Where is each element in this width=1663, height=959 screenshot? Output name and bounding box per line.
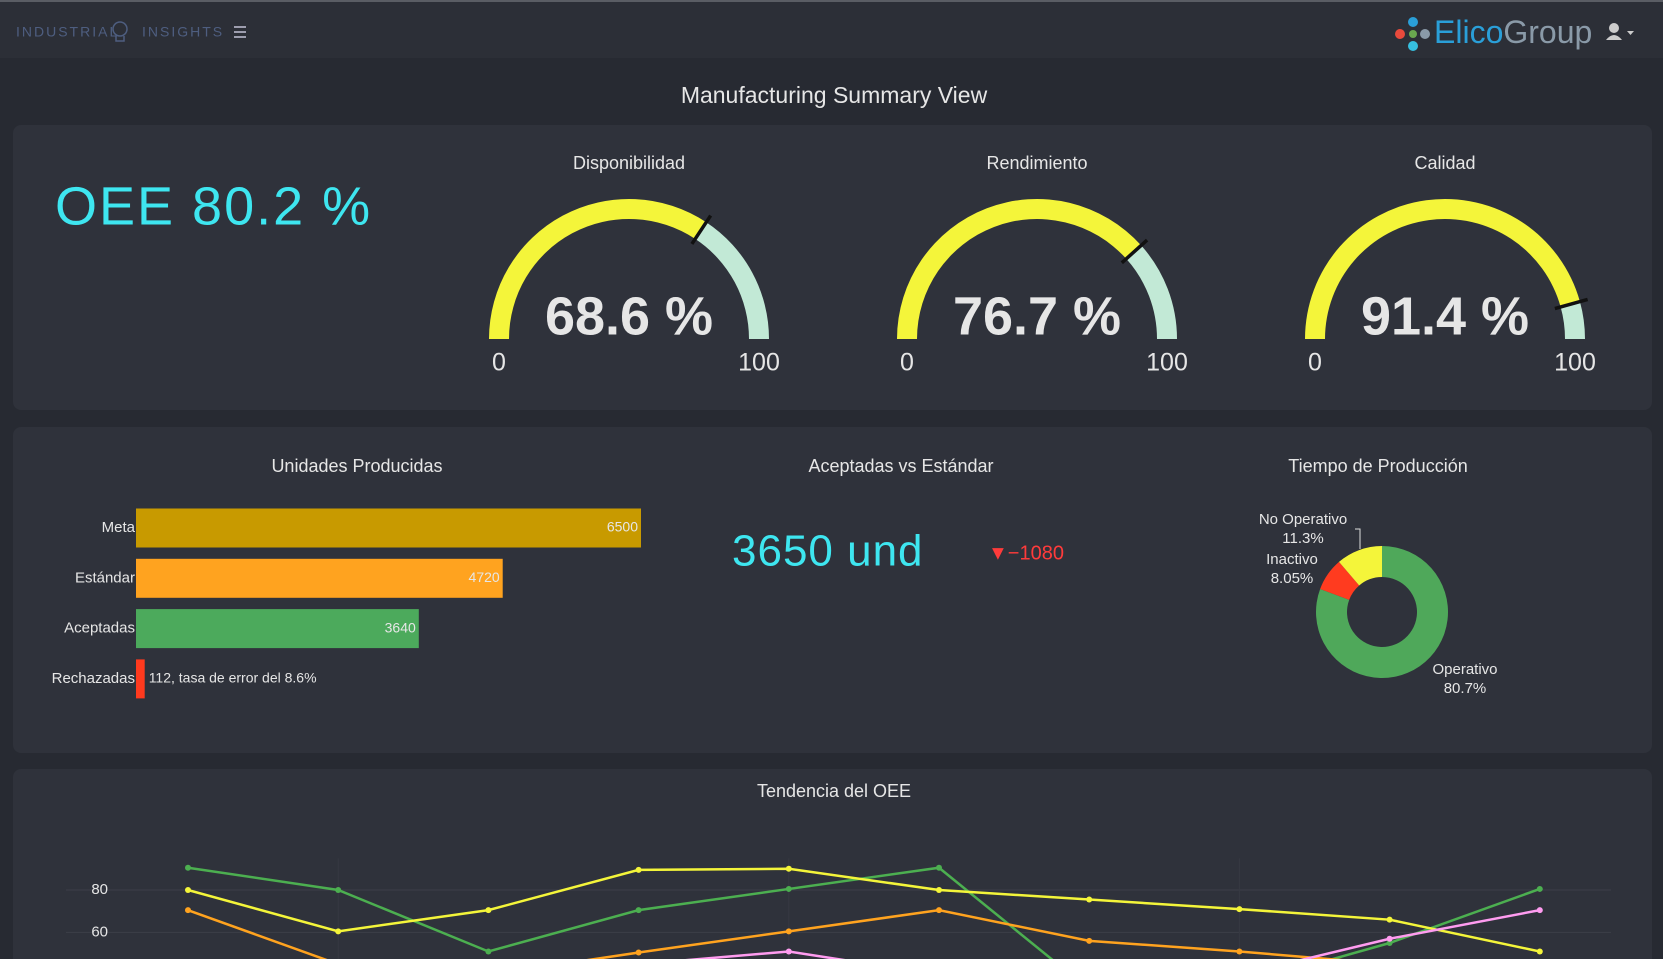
units-title: Unidades Producidas [271, 456, 442, 476]
trend-line [685, 908, 1541, 959]
gauge-tick-label: 0 [1308, 349, 1322, 377]
trend-point [185, 864, 191, 871]
bar-label: 4720 [469, 569, 500, 585]
donut-value: 11.3% [1282, 530, 1323, 547]
bar-label: 6500 [607, 519, 638, 535]
kpi-panel [13, 125, 1652, 410]
trend-panel [13, 769, 1652, 959]
trend-point [185, 907, 191, 914]
trend-point [185, 887, 191, 893]
trend-point [335, 887, 342, 893]
bar-category: Estándar [75, 569, 135, 586]
trend-point [785, 948, 792, 955]
gauge-needle [1120, 238, 1149, 265]
gauge-needle [1554, 297, 1589, 311]
trend-point [1386, 940, 1393, 946]
gauge-rest [695, 222, 769, 339]
trend-point [936, 907, 942, 914]
trend-point [1236, 948, 1243, 955]
trend-point [1386, 935, 1393, 942]
gauge-rest [1126, 245, 1177, 339]
gauge-value: 91.4 % [1361, 286, 1529, 346]
gauge-value: 68.6 % [545, 286, 713, 346]
logo-icon [1395, 17, 1430, 51]
donut-slice [1315, 546, 1449, 679]
gauge-needle [690, 214, 713, 245]
indicator-value: 3650 und [732, 527, 924, 576]
trend-point [1536, 907, 1543, 914]
brand-left: INDUSTRIAL [16, 24, 119, 40]
gauge-value: 76.7 % [953, 286, 1121, 346]
bar-category: Meta [102, 519, 136, 536]
trend-point [1536, 885, 1543, 892]
trend-point [635, 907, 642, 914]
trend-point [635, 866, 642, 873]
leader-line [1355, 528, 1361, 549]
bar [136, 609, 419, 649]
trend-title: Tendencia del OEE [757, 781, 911, 801]
y-tick-label: 60 [91, 923, 108, 940]
bar-category: Rechazadas [52, 670, 135, 687]
bulb-icon [112, 21, 128, 42]
bar-label: 112, tasa de error del 8.6% [149, 670, 317, 686]
logo-b: Group [1503, 14, 1592, 50]
user-menu[interactable] [1606, 23, 1634, 40]
trend-point [785, 885, 792, 892]
indicator-delta: ▼−1080 [988, 542, 1064, 564]
brand-right: INSIGHTS [142, 24, 224, 40]
gauge-title: Rendimiento [986, 153, 1087, 173]
gauge-bar [1305, 199, 1580, 339]
oee-value: OEE 80.2 % [55, 176, 372, 236]
logo-text: ElicoGroup [1434, 14, 1592, 50]
top-border [0, 0, 1663, 2]
gauge-tick-label: 100 [738, 349, 780, 377]
trend-point [335, 928, 342, 935]
y-tick-label: 80 [91, 881, 108, 898]
donut-title: Tiempo de Producción [1288, 456, 1467, 476]
trend-point [485, 948, 492, 955]
gauge-tick-label: 0 [492, 349, 506, 377]
donut-value: 8.05% [1271, 570, 1314, 587]
donut-slice [1338, 546, 1382, 586]
trend-point [1536, 948, 1543, 955]
page-title: Manufacturing Summary View [681, 82, 988, 108]
bar-label: 3640 [385, 619, 416, 635]
navbar [0, 0, 1663, 58]
indicator-title: Aceptadas vs Estándar [808, 456, 993, 476]
bar-category: Aceptadas [64, 620, 135, 637]
trend-point [1086, 896, 1093, 903]
trend-point [1386, 916, 1393, 923]
trend-point [936, 887, 942, 893]
trend-line [187, 867, 1541, 953]
gauge-tick-label: 100 [1146, 349, 1188, 377]
bar [136, 659, 145, 699]
donut-label: Operativo [1432, 661, 1497, 678]
gauge-rest [1560, 301, 1585, 339]
donut-slice [1320, 561, 1360, 600]
bar [136, 558, 503, 598]
trend-point [936, 864, 942, 871]
logo-a: Elico [1434, 14, 1503, 50]
bar [136, 508, 641, 548]
menu-button[interactable] [234, 26, 246, 38]
donut-value: 80.7% [1444, 680, 1487, 697]
donut-label: No Operativo [1259, 511, 1347, 528]
trend-point [785, 928, 792, 935]
trend-point [635, 949, 642, 956]
gauge-tick-label: 0 [900, 349, 914, 377]
donut-label: Inactivo [1266, 551, 1318, 568]
trend-point [1086, 937, 1093, 944]
gauge-title: Disponibilidad [573, 153, 685, 173]
gauge-tick-label: 100 [1554, 349, 1596, 377]
trend-point [485, 907, 492, 914]
gauge-bar [897, 199, 1142, 339]
gauge-bar [489, 199, 707, 339]
trend-point [785, 865, 792, 872]
gauge-title: Calidad [1414, 153, 1475, 173]
trend-point [1236, 906, 1243, 913]
